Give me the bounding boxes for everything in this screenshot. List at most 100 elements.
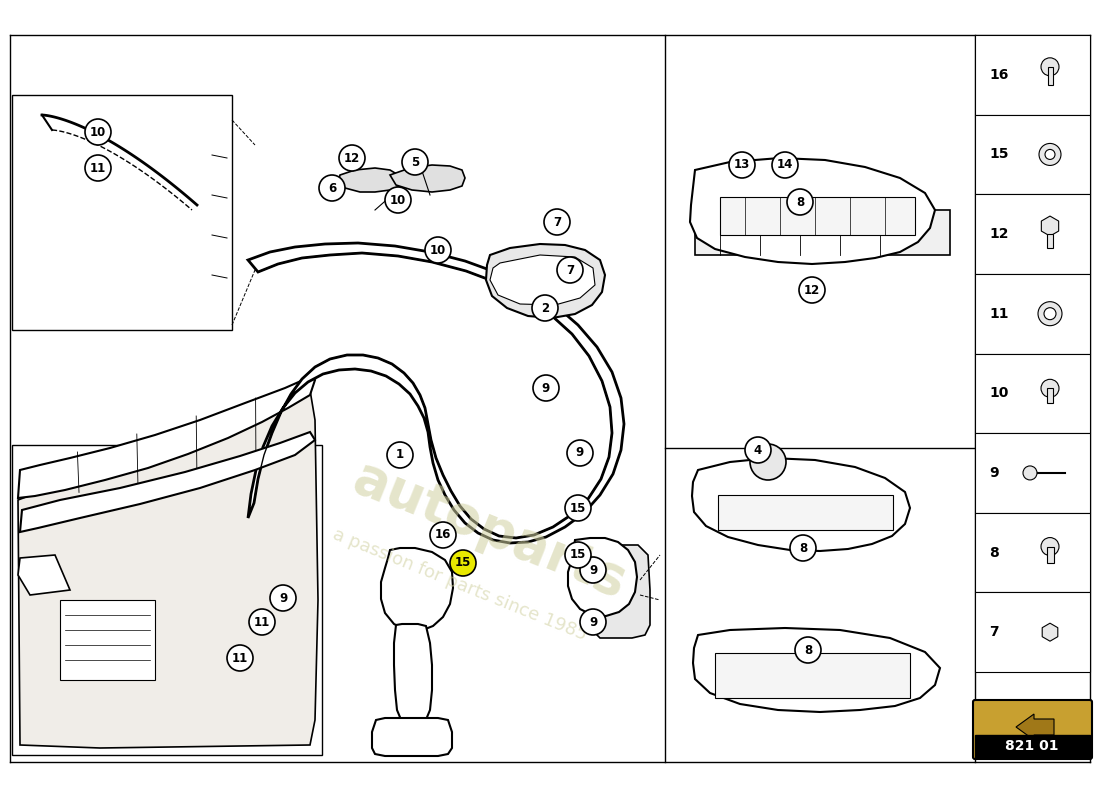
Circle shape xyxy=(402,149,428,175)
Text: 1: 1 xyxy=(396,449,404,462)
Polygon shape xyxy=(690,158,935,264)
Polygon shape xyxy=(18,555,70,595)
Polygon shape xyxy=(394,624,432,726)
Polygon shape xyxy=(372,718,452,756)
Text: 9: 9 xyxy=(542,382,550,394)
Circle shape xyxy=(534,375,559,401)
Circle shape xyxy=(532,295,558,321)
Polygon shape xyxy=(248,243,624,543)
Text: 12: 12 xyxy=(804,283,821,297)
Circle shape xyxy=(1041,379,1059,398)
Polygon shape xyxy=(692,458,910,551)
Polygon shape xyxy=(20,432,315,532)
Circle shape xyxy=(430,522,456,548)
Circle shape xyxy=(450,550,476,576)
Bar xyxy=(975,433,1090,513)
Circle shape xyxy=(1041,538,1059,555)
Bar xyxy=(975,592,1090,672)
Text: 11: 11 xyxy=(232,651,249,665)
Bar xyxy=(715,653,910,698)
Text: 11: 11 xyxy=(90,162,106,174)
Text: 10: 10 xyxy=(989,386,1009,400)
Bar xyxy=(1047,234,1053,248)
Circle shape xyxy=(1038,302,1061,326)
FancyBboxPatch shape xyxy=(974,700,1092,759)
Bar xyxy=(695,210,950,255)
Polygon shape xyxy=(60,600,155,680)
Text: 8: 8 xyxy=(989,546,999,559)
Bar xyxy=(1047,388,1053,403)
Circle shape xyxy=(385,187,411,213)
Polygon shape xyxy=(18,377,315,498)
Circle shape xyxy=(580,557,606,583)
Text: 4: 4 xyxy=(754,443,762,457)
Text: 10: 10 xyxy=(389,194,406,206)
Circle shape xyxy=(1023,466,1037,480)
Polygon shape xyxy=(18,390,318,748)
Circle shape xyxy=(319,175,345,201)
Text: 9: 9 xyxy=(989,466,999,480)
Bar xyxy=(1047,67,1053,85)
Text: 9: 9 xyxy=(588,615,597,629)
Circle shape xyxy=(772,152,798,178)
Text: 15: 15 xyxy=(570,502,586,514)
Text: 15: 15 xyxy=(989,147,1009,162)
Bar xyxy=(975,194,1090,274)
Circle shape xyxy=(795,637,821,663)
Text: 9: 9 xyxy=(576,446,584,459)
Circle shape xyxy=(750,444,786,480)
Circle shape xyxy=(566,440,593,466)
Polygon shape xyxy=(590,545,650,638)
Text: 11: 11 xyxy=(254,615,271,629)
Polygon shape xyxy=(568,538,637,616)
Circle shape xyxy=(85,119,111,145)
Bar xyxy=(1046,546,1054,562)
Circle shape xyxy=(786,189,813,215)
Text: 12: 12 xyxy=(344,151,360,165)
Circle shape xyxy=(565,542,591,568)
Polygon shape xyxy=(693,628,940,712)
Circle shape xyxy=(425,237,451,263)
Polygon shape xyxy=(1042,623,1058,641)
Bar xyxy=(975,513,1090,592)
Text: 16: 16 xyxy=(434,529,451,542)
Bar xyxy=(720,197,915,235)
Text: 9: 9 xyxy=(588,563,597,577)
Bar xyxy=(975,735,1090,757)
Polygon shape xyxy=(390,165,465,192)
Circle shape xyxy=(580,609,606,635)
Text: autoparts: autoparts xyxy=(345,451,635,609)
Bar xyxy=(975,354,1090,433)
Text: 8: 8 xyxy=(804,643,812,657)
Circle shape xyxy=(1041,58,1059,76)
Text: 10: 10 xyxy=(90,126,106,138)
Circle shape xyxy=(790,535,816,561)
Circle shape xyxy=(227,645,253,671)
Circle shape xyxy=(270,585,296,611)
Circle shape xyxy=(565,495,591,521)
Text: 8: 8 xyxy=(799,542,807,554)
Polygon shape xyxy=(338,168,400,192)
Text: 7: 7 xyxy=(989,625,999,639)
Circle shape xyxy=(729,152,755,178)
Text: 11: 11 xyxy=(989,306,1009,321)
Text: 15: 15 xyxy=(454,557,471,570)
Polygon shape xyxy=(381,548,453,631)
Text: 8: 8 xyxy=(796,195,804,209)
Text: 14: 14 xyxy=(777,158,793,171)
Circle shape xyxy=(1045,150,1055,159)
Polygon shape xyxy=(1042,216,1058,236)
Polygon shape xyxy=(486,244,605,318)
Circle shape xyxy=(1040,143,1062,166)
Text: 821 01: 821 01 xyxy=(1005,739,1058,753)
Text: 16: 16 xyxy=(989,68,1009,82)
Text: 10: 10 xyxy=(430,243,447,257)
Circle shape xyxy=(249,609,275,635)
Text: 2: 2 xyxy=(541,302,549,314)
Circle shape xyxy=(544,209,570,235)
Circle shape xyxy=(339,145,365,171)
FancyArrow shape xyxy=(1016,714,1054,740)
Bar xyxy=(12,95,232,330)
Bar xyxy=(975,35,1090,114)
Polygon shape xyxy=(490,255,595,305)
